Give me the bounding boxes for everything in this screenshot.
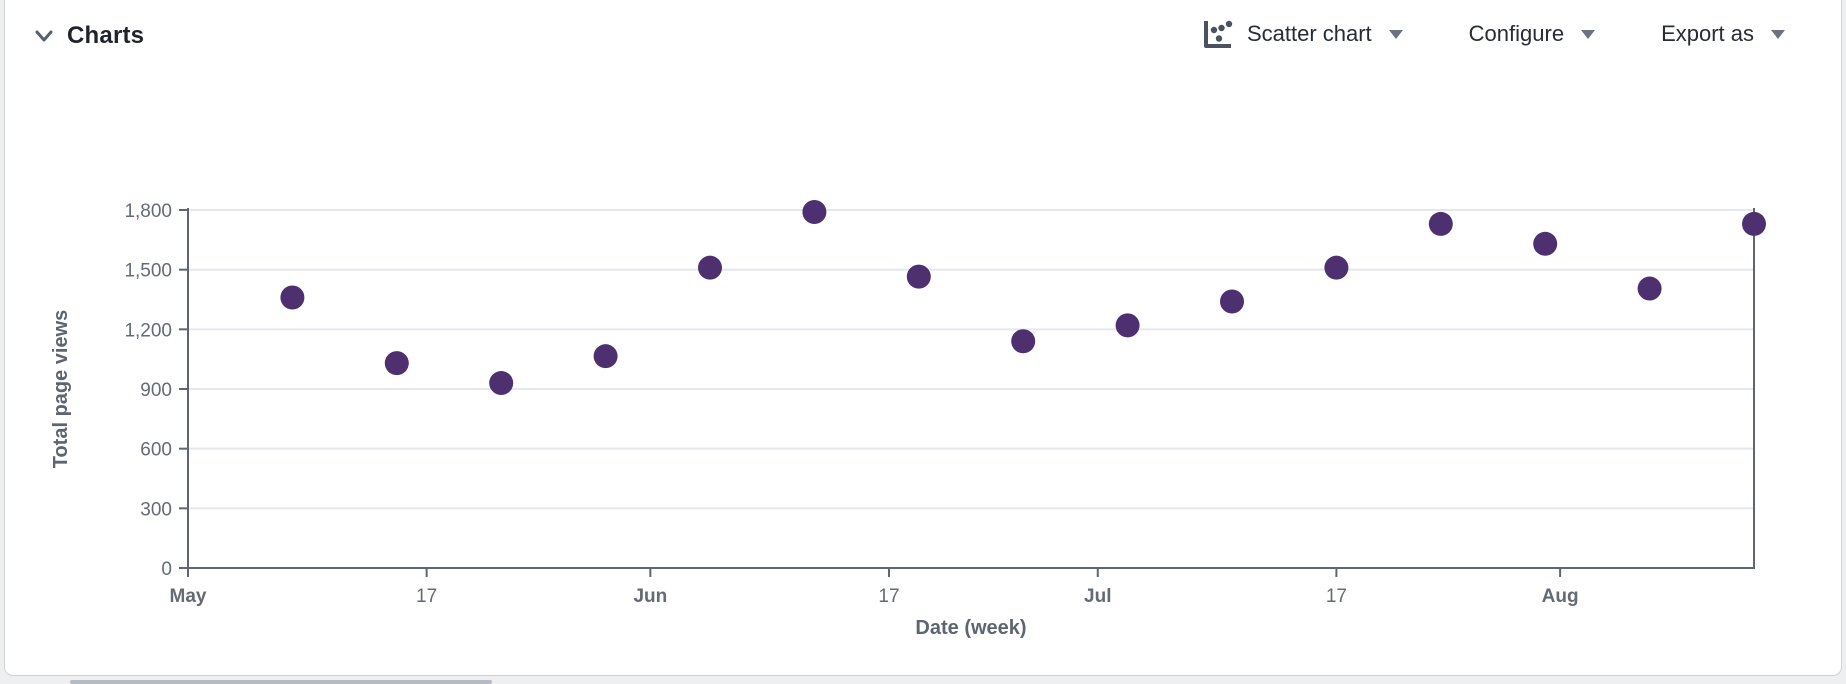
y-axis-title: Total page views <box>50 310 72 469</box>
x-tick-label: 17 <box>1326 586 1347 607</box>
chevron-down-icon <box>35 30 53 42</box>
scatter-plot: 0 300 600 900 1,200 1,500 1,800 May 17 Jun 17 Jul 17… <box>50 199 1766 639</box>
data-point[interactable] <box>593 344 618 369</box>
data-point[interactable] <box>1742 211 1766 236</box>
data-point[interactable] <box>1011 329 1036 354</box>
x-tick-label: 17 <box>416 586 437 607</box>
chart-toolbar: Scatter chart Configure Export as <box>1199 13 1785 55</box>
data-point[interactable] <box>384 351 409 376</box>
data-point[interactable] <box>906 264 931 289</box>
data-point[interactable] <box>489 371 514 396</box>
export-as-label: Export as <box>1661 21 1754 46</box>
caret-down-icon <box>1388 29 1403 39</box>
configure-dropdown[interactable]: Configure <box>1468 21 1596 47</box>
next-section-edge <box>70 680 492 684</box>
collapse-panel-button[interactable] <box>31 23 57 49</box>
x-tick-label: May <box>170 586 207 607</box>
panel-title: Charts <box>67 22 145 49</box>
data-point[interactable] <box>1637 276 1662 301</box>
panel-header: Charts <box>31 16 144 56</box>
y-tick-label: 900 <box>140 380 172 401</box>
y-tick-label: 1,200 <box>124 320 172 341</box>
charts-panel: Charts Scatter chart Configure Export as… <box>4 0 1842 676</box>
x-tick-label: 17 <box>878 586 899 607</box>
data-point[interactable] <box>1533 231 1558 256</box>
y-tick-label: 1,500 <box>124 261 172 282</box>
data-point[interactable] <box>1428 211 1453 236</box>
chart-type-label: Scatter chart <box>1246 21 1372 46</box>
data-point[interactable] <box>1220 289 1244 314</box>
x-tick-label: Aug <box>1542 586 1579 607</box>
y-tick-label: 300 <box>140 499 172 520</box>
y-tick-label: 0 <box>161 559 172 580</box>
caret-down-icon <box>1771 29 1785 39</box>
data-point[interactable] <box>280 285 305 310</box>
x-tick-label: Jul <box>1084 586 1111 607</box>
export-as-dropdown[interactable]: Export as <box>1661 21 1785 47</box>
y-tick-label: 600 <box>140 440 172 461</box>
data-point[interactable] <box>1115 313 1140 338</box>
data-point[interactable] <box>1324 255 1349 280</box>
chart-type-dropdown[interactable]: Scatter chart <box>1199 16 1403 52</box>
caret-down-icon <box>1581 29 1596 39</box>
scatter-chart-icon <box>1203 20 1233 48</box>
x-axis-title: Date (week) <box>915 617 1026 639</box>
x-tick-label: Jun <box>633 586 667 607</box>
y-tick-label: 1,800 <box>124 201 172 222</box>
configure-label: Configure <box>1468 21 1565 46</box>
data-point[interactable] <box>802 199 827 224</box>
data-point[interactable] <box>698 255 722 280</box>
